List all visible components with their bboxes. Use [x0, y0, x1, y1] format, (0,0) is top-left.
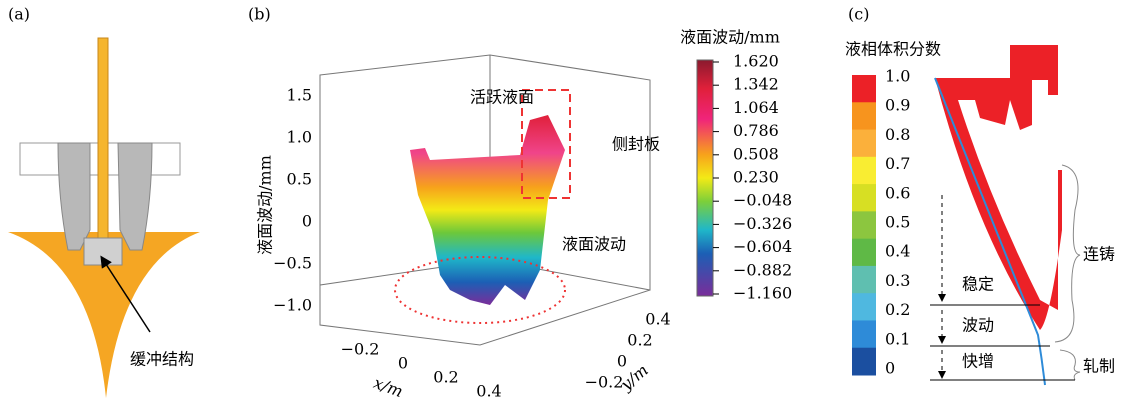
stage-label: 波动 [962, 316, 994, 335]
colorbar-tick-label: 0.5 [885, 213, 910, 232]
solid-region [935, 45, 1062, 330]
z-axis-label: 液面波动/mm [256, 155, 275, 255]
annotation: 活跃液面 [470, 88, 534, 107]
panel-label: (a) [8, 5, 30, 24]
colorbar-tick-label: −0.882 [733, 260, 792, 279]
colorbar-swatch [852, 347, 876, 376]
colorbar-tick-label: 0.508 [733, 144, 779, 163]
process-label: 轧制 [1083, 357, 1115, 376]
surface [410, 115, 565, 305]
colorbar-tick-label: 0.9 [885, 96, 910, 115]
x-axis-label: x/m [371, 373, 405, 401]
colorbar-tick-label: 1.342 [733, 75, 779, 94]
x-tick-label: −0.2 [341, 340, 380, 359]
colorbar-swatch [852, 293, 876, 321]
colorbar [696, 59, 714, 297]
panel-a: (a) 缓冲结构 [8, 5, 200, 398]
stem [97, 37, 109, 239]
panel-label: (c) [848, 5, 869, 24]
highlight-ellipse [394, 256, 566, 324]
colorbar-swatch [852, 320, 876, 349]
y-tick-label: 0 [617, 352, 627, 371]
panel-label: (b) [248, 5, 271, 24]
z-tick-label: 0.5 [287, 170, 312, 189]
nozzle-left [57, 142, 91, 251]
z-tick-label: 0 [302, 212, 312, 231]
z-tick-label: −1.0 [273, 296, 312, 315]
y-tick-label: 0.2 [627, 331, 652, 350]
mushy-zone [934, 77, 1046, 386]
stage-label: 稳定 [962, 275, 994, 294]
colorbar-swatch [852, 211, 876, 240]
stage-label: 快增 [962, 352, 994, 371]
nozzle-right [117, 142, 153, 251]
colorbar-tick-label: 0.2 [885, 300, 910, 319]
colorbar-title: 液面波动/mm [680, 28, 780, 47]
process-label: 连铸 [1083, 245, 1115, 264]
annotation: 侧封板 [612, 135, 660, 154]
colorbar-tick-label: 0.230 [733, 168, 779, 187]
colorbar-tick-label: −0.604 [733, 237, 792, 256]
y-tick-label: 0.4 [645, 310, 670, 329]
buffer [83, 237, 123, 266]
colorbar-tick-label: 1.0 [885, 67, 910, 86]
colorbar-tick-label: 0.7 [885, 154, 910, 173]
arrow [100, 255, 151, 333]
colorbar-swatch [852, 238, 876, 267]
x-tick-label: 0.4 [476, 382, 501, 401]
colorbar-tick-label: −1.160 [733, 284, 792, 303]
panel-c: (c) 液相体积分数 稳定 波动 快增 连铸 轧制 [845, 5, 1115, 386]
colorbar-tick-label: 0.6 [885, 183, 910, 202]
annotation: 缓冲结构 [130, 350, 194, 369]
funnel [8, 232, 200, 398]
colorbar-swatch [852, 102, 876, 131]
colorbar-swatch [852, 75, 876, 103]
colorbar-tick-label: 0.3 [885, 271, 910, 290]
z-tick-label: 1.5 [287, 86, 312, 105]
colorbar-tick-label: 0.786 [733, 121, 779, 140]
x-tick-label: 0 [398, 354, 408, 373]
colorbar-tick-label: 1.620 [733, 52, 779, 71]
z-tick-label: −0.5 [273, 254, 312, 273]
box-floor [319, 285, 651, 346]
colorbar-swatch [852, 156, 876, 185]
brace-rolling [1059, 349, 1081, 381]
colorbar-title: 液相体积分数 [845, 40, 941, 59]
annotation: 液面波动 [562, 235, 626, 254]
brace-casting [1054, 164, 1081, 343]
colorbar-swatch [852, 129, 876, 158]
colorbar-swatch [852, 184, 876, 212]
x-tick-label: 0.2 [433, 368, 458, 387]
y-tick-label: −0.2 [585, 373, 624, 392]
colorbar-tick-label: 0.1 [885, 329, 910, 348]
colorbar-tick-label: 0.4 [885, 242, 910, 261]
panel-b: (b) 活跃液面 侧封板 液面波动 液面波动/mm x/m y/m 液面波动/m… [248, 5, 780, 402]
colorbar-tick-label: 0.8 [885, 125, 910, 144]
z-tick-label: 1.0 [287, 128, 312, 147]
colorbar-tick-label: 1.064 [733, 98, 779, 117]
colorbar-tick-label: 0 [885, 359, 895, 378]
colorbar-tick-label: −0.326 [733, 214, 792, 233]
colorbar-swatch [852, 265, 876, 294]
colorbar-tick-label: −0.048 [733, 191, 792, 210]
